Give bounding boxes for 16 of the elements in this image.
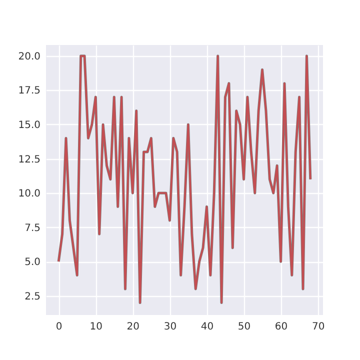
x-tick-label: 70 — [312, 322, 325, 332]
x-tick-label: 30 — [164, 322, 177, 332]
x-tick-label: 20 — [126, 322, 140, 332]
x-tick-label: 50 — [238, 322, 251, 332]
y-tick-label: 17.5 — [18, 86, 40, 97]
y-tick-label: 10.0 — [18, 188, 40, 200]
y-tick-label: 12.5 — [18, 154, 40, 166]
y-tick-label: 2.5 — [24, 291, 40, 302]
x-tick-label: 10 — [90, 322, 102, 332]
y-tick-label: 5.0 — [24, 257, 40, 268]
x-tick-label: 40 — [200, 322, 214, 332]
y-tick-label: 15.0 — [18, 120, 40, 131]
y-tick-label: 20.0 — [18, 51, 40, 62]
x-tick-label: 0 — [56, 322, 62, 332]
y-tick-label: 7.5 — [24, 222, 40, 234]
x-tick-label: 60 — [274, 322, 288, 332]
